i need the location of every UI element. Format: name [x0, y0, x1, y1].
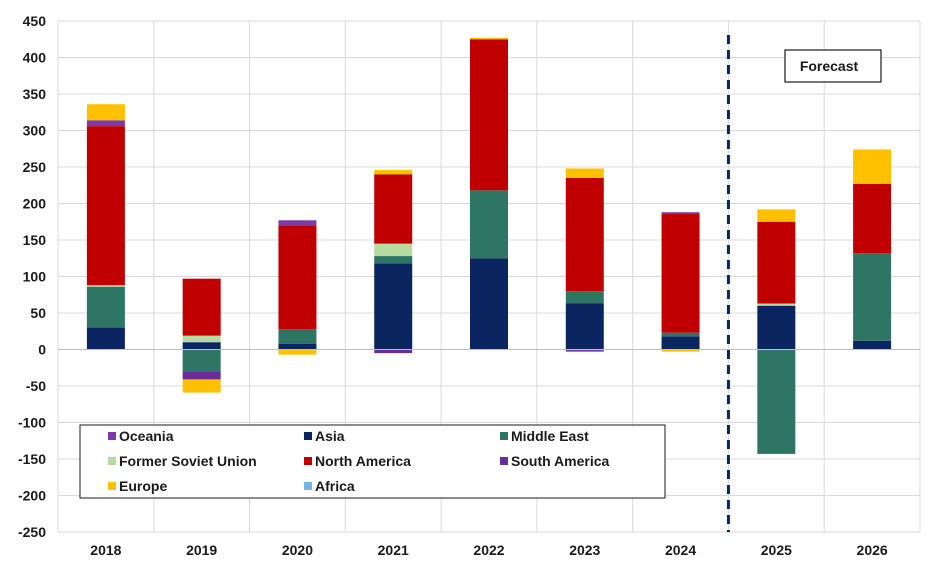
bar-segment	[182, 349, 221, 372]
y-tick-label: 0	[38, 342, 46, 358]
legend-swatch	[500, 457, 508, 465]
forecast-box	[784, 49, 882, 83]
bar-segment	[565, 177, 604, 292]
bar-segment	[278, 343, 317, 350]
bar-segment	[278, 329, 317, 344]
x-tick-label: 2018	[90, 542, 121, 558]
bar-segment	[470, 190, 508, 259]
bar-segment	[470, 37, 508, 40]
axes: 450 400 350 300 250 200 150 100 50 0 -50 -100 -150 -2…	[18, 13, 920, 558]
bar-segment	[757, 305, 796, 350]
legend-label: South America	[511, 453, 609, 469]
legend-swatch	[304, 482, 312, 490]
bar-segment	[565, 303, 604, 350]
y-tick-label: 400	[23, 50, 47, 66]
bar-segment	[757, 349, 796, 454]
bar-segment	[374, 263, 413, 350]
bar-segment	[86, 285, 125, 287]
bar-segment	[182, 278, 221, 336]
bar-segment	[661, 336, 700, 350]
legend-label: Middle East	[511, 428, 589, 444]
y-tick-label: 100	[23, 269, 47, 285]
y-tick-label: 450	[23, 13, 47, 29]
x-tick-label: 2023	[569, 542, 600, 558]
bar-segment	[853, 183, 892, 254]
legend: Oceania Asia Middle East Former Soviet Unio…	[79, 424, 666, 499]
y-tick-label: -50	[26, 378, 46, 394]
bar-segment	[853, 149, 892, 184]
bar-segment	[661, 212, 700, 214]
bar-segment	[86, 126, 125, 286]
bar-segment	[470, 39, 508, 191]
bar-segment	[182, 371, 221, 380]
y-tick-label: 50	[30, 305, 46, 321]
y-tick-label: -200	[18, 488, 46, 504]
bar-segment	[86, 120, 125, 127]
bar-segment	[278, 220, 317, 226]
x-tick-label: 2020	[282, 542, 313, 558]
bar-segment	[661, 349, 700, 352]
y-tick-label: 250	[23, 159, 47, 175]
bars	[86, 37, 892, 454]
bar-segment	[182, 342, 221, 350]
legend-swatch	[500, 432, 508, 440]
bar-segment	[757, 221, 796, 304]
x-tick-label: 2019	[186, 542, 217, 558]
x-tick-label: 2024	[665, 542, 696, 558]
y-tick-label: 150	[23, 232, 47, 248]
y-tick-label: 300	[23, 123, 47, 139]
bar-segment	[853, 253, 892, 341]
x-tick-label: 2022	[473, 542, 504, 558]
bar-segment	[374, 256, 413, 264]
legend-swatch	[108, 432, 116, 440]
bar-segment	[182, 379, 221, 393]
bar-segment	[278, 349, 317, 355]
legend-label: Africa	[315, 478, 355, 494]
bar-segment	[661, 213, 700, 333]
bar-segment	[86, 286, 125, 328]
y-tick-label: -100	[18, 415, 46, 431]
x-tick-label: 2025	[761, 542, 792, 558]
legend-swatch	[108, 457, 116, 465]
y-tick-label: 200	[23, 196, 47, 212]
x-tick-label: 2021	[378, 542, 409, 558]
legend-label: Asia	[315, 428, 345, 444]
legend-label: North America	[315, 453, 411, 469]
bar-segment	[565, 168, 604, 178]
bar-segment	[661, 332, 700, 337]
forecast-annotation: Forecast	[784, 49, 882, 83]
bar-segment	[565, 349, 604, 352]
x-tick-label: 2026	[857, 542, 888, 558]
bar-segment	[374, 174, 413, 244]
legend-label: Europe	[119, 478, 167, 494]
bar-segment	[374, 349, 413, 354]
bar-segment	[757, 209, 796, 222]
bar-segment	[374, 243, 413, 257]
bar-segment	[278, 225, 317, 330]
bar-segment	[757, 303, 796, 306]
bar-segment	[565, 291, 604, 304]
legend-swatch	[304, 432, 312, 440]
bar-segment	[86, 327, 125, 350]
bar-segment	[470, 258, 508, 350]
forecast-label: Forecast	[800, 58, 859, 74]
y-tick-label: 350	[23, 86, 47, 102]
bar-segment	[853, 340, 892, 350]
legend-label: Former Soviet Union	[119, 453, 257, 469]
bar-segment	[374, 169, 413, 175]
legend-swatch	[304, 457, 312, 465]
legend-box	[79, 424, 666, 499]
legend-swatch	[108, 482, 116, 490]
y-tick-label: -250	[18, 524, 46, 540]
legend-label: Oceania	[119, 428, 174, 444]
bar-segment	[182, 335, 221, 343]
y-tick-label: -150	[18, 451, 46, 467]
bar-segment	[86, 104, 125, 121]
